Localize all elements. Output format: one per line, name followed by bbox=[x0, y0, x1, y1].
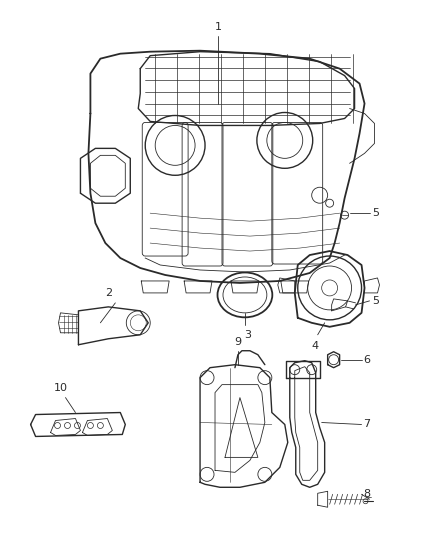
Text: 9: 9 bbox=[234, 337, 241, 347]
Text: 3: 3 bbox=[244, 330, 251, 340]
Text: 7: 7 bbox=[364, 419, 371, 430]
Text: 5: 5 bbox=[372, 208, 379, 218]
Text: 8: 8 bbox=[364, 489, 371, 499]
Text: 6: 6 bbox=[364, 354, 371, 365]
Text: 1: 1 bbox=[215, 22, 222, 32]
Text: 4: 4 bbox=[311, 341, 318, 351]
Text: 5: 5 bbox=[372, 296, 379, 306]
Text: 10: 10 bbox=[53, 383, 67, 393]
Text: 2: 2 bbox=[105, 288, 112, 298]
